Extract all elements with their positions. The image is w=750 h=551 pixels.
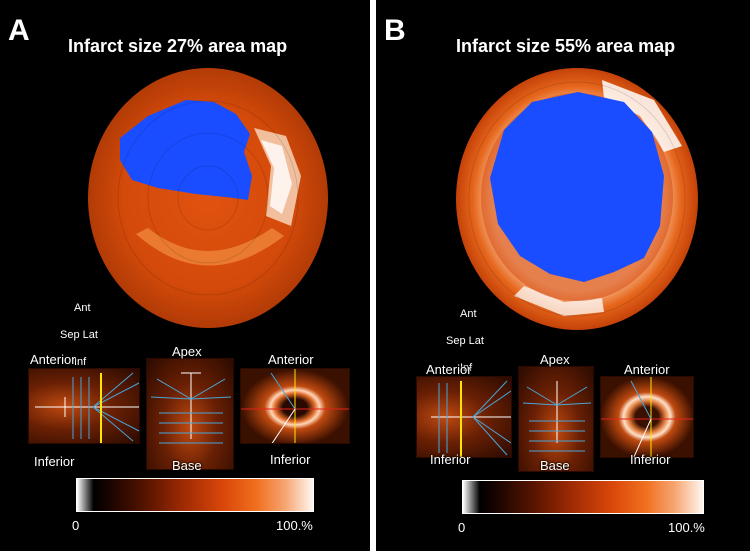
thumb-label-anterior: Anterior bbox=[30, 352, 76, 367]
infarct-region bbox=[490, 92, 664, 282]
segment-lines bbox=[468, 81, 686, 317]
short-axis-thumb bbox=[416, 376, 512, 458]
thumb-overlay bbox=[35, 372, 139, 443]
orient-sep: Sep bbox=[60, 329, 80, 341]
orient-row: Sep Lat bbox=[446, 335, 484, 347]
thumb-label-anterior-2: Anterior bbox=[624, 362, 670, 377]
brightest-region bbox=[602, 80, 682, 152]
orient-ant: Ant bbox=[460, 308, 477, 320]
orient-row: Sep Lat bbox=[60, 329, 98, 341]
short-axis-slice-thumb bbox=[240, 368, 350, 444]
thumb-label-base: Base bbox=[540, 458, 570, 473]
panel-letter: A bbox=[8, 14, 30, 47]
bright-region bbox=[514, 286, 604, 316]
brightest-region bbox=[261, 140, 292, 214]
orient-inf: Inf bbox=[74, 356, 87, 368]
panel-b: B Infarct size 55% area map Ant Sep Lat … bbox=[376, 0, 750, 551]
panel-letter: B bbox=[384, 14, 406, 47]
long-axis-thumb bbox=[518, 366, 594, 472]
polar-map-b bbox=[456, 68, 698, 330]
colorbar bbox=[76, 478, 314, 512]
colorbar-max-label: 100.% bbox=[276, 518, 313, 533]
thumb-label-inferior-2: Inferior bbox=[630, 452, 671, 467]
thumb-label-base: Base bbox=[172, 458, 202, 473]
thumb-overlay bbox=[522, 381, 592, 452]
thumb-overlay bbox=[241, 369, 349, 443]
orient-lat: Lat bbox=[82, 329, 98, 341]
orient-ant: Ant bbox=[74, 302, 91, 314]
colorbar-min-label: 0 bbox=[458, 520, 466, 535]
orient-lat: Lat bbox=[468, 335, 484, 347]
thumb-overlay bbox=[150, 372, 232, 444]
panel-title: Infarct size 27% area map bbox=[68, 36, 288, 56]
thumb-label-anterior: Anterior bbox=[426, 362, 472, 377]
panel-title: Infarct size 55% area map bbox=[456, 36, 676, 56]
segment-lines bbox=[117, 100, 299, 296]
thumb-label-inferior: Inferior bbox=[34, 454, 75, 469]
short-axis-thumb bbox=[28, 368, 140, 444]
orientation-legend: Ant Sep Lat Inf bbox=[446, 292, 484, 391]
orientation-legend: Ant Sep Lat Inf bbox=[60, 286, 98, 385]
short-axis-slice-thumb bbox=[600, 376, 694, 458]
thumb-overlay bbox=[601, 377, 693, 457]
infarct-region bbox=[120, 100, 252, 200]
orient-inf: Inf bbox=[460, 362, 473, 374]
colorbar-max-label: 100.% bbox=[668, 520, 705, 535]
long-axis-thumb bbox=[146, 358, 234, 470]
polar-map-a bbox=[88, 68, 328, 328]
thumb-label-apex: Apex bbox=[540, 352, 570, 367]
thumb-label-anterior-2: Anterior bbox=[268, 352, 314, 367]
thumb-label-inferior: Inferior bbox=[430, 452, 471, 467]
panel-a: A Infarct size 27% area map Ant Sep Lat … bbox=[0, 0, 370, 551]
thumb-overlay bbox=[431, 380, 511, 457]
thumb-label-inferior-2: Inferior bbox=[270, 452, 311, 467]
colorbar-min-label: 0 bbox=[72, 518, 80, 533]
orient-sep: Sep bbox=[446, 335, 466, 347]
colorbar bbox=[462, 480, 704, 514]
thumb-label-apex: Apex bbox=[172, 344, 202, 359]
mid-ring bbox=[136, 228, 284, 266]
